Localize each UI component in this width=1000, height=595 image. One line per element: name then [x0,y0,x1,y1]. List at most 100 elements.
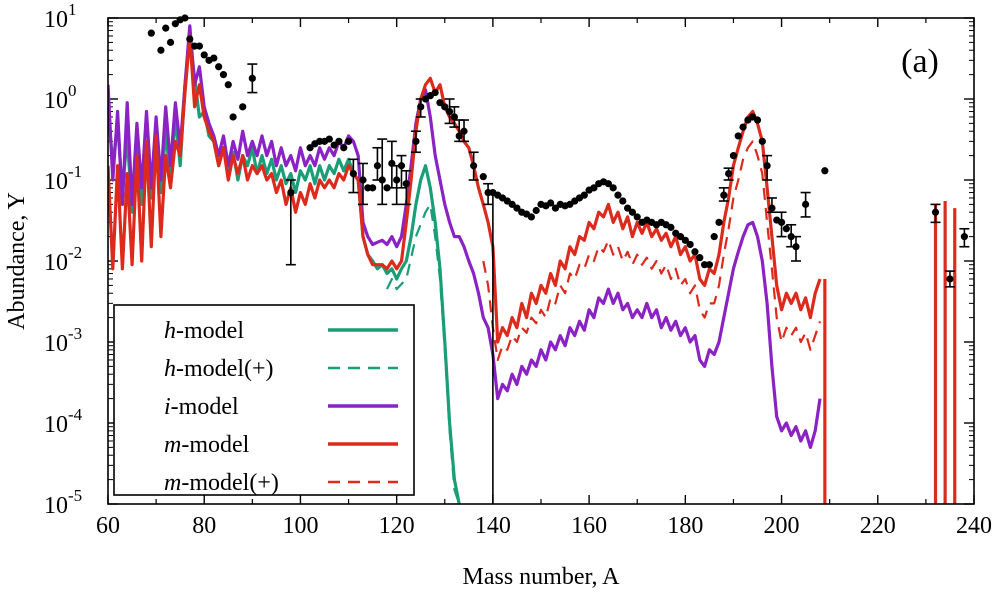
observed-point [758,137,766,145]
y-axis-title: Abundance, Y [4,192,30,330]
observed-point [372,146,383,181]
y-tick-base: 10 [44,88,68,114]
series-line-h-model [386,203,461,504]
observed-point [401,169,412,206]
observed-point [468,151,479,181]
observed-point [436,99,444,107]
observed-marker [450,113,458,121]
observed-point [766,197,777,214]
observed-marker [604,180,612,188]
observed-marker [667,223,675,231]
legend-label-prefix: m [164,470,181,496]
observed-marker [229,113,237,121]
legend-entry: h-model(+) [164,356,398,382]
observed-marker [470,162,478,170]
legend-entry: h-model [164,318,398,344]
observed-point [718,187,729,202]
observed-point [739,123,747,131]
x-axis-title: Mass number, A [462,564,620,590]
observed-marker [710,233,718,241]
observed-point [285,179,296,266]
observed-marker [431,88,439,97]
observed-point [210,54,218,62]
observed-marker [792,243,800,251]
legend-label-prefix: h [164,318,176,344]
y-tick-exponent: -1 [68,162,82,181]
observed-points [147,14,970,288]
observed-point [532,206,540,215]
observed-point [614,191,622,199]
observed-point [609,184,617,192]
observed-marker [931,208,940,216]
observed-point [624,204,632,212]
observed-point [479,173,487,181]
observed-point [821,167,829,175]
observed-marker [633,213,641,221]
series-line-i-model [108,24,822,449]
y-tick-label: 10 -1 [44,162,82,195]
observed-point [444,98,455,125]
y-tick-exponent: -2 [68,243,82,262]
observed-marker [686,240,694,249]
observed-point [667,223,675,231]
observed-marker [445,107,454,116]
observed-marker [479,173,487,181]
y-tick-label: 10 -2 [44,243,82,276]
legend-entry: m-model(+) [164,470,398,496]
observed-marker [210,54,218,62]
observed-marker [715,218,723,226]
observed-point [604,180,612,188]
observed-marker [393,176,401,184]
observed-marker [547,199,555,207]
observed-point [357,162,368,206]
x-tick-label: 120 [379,513,415,539]
y-tick-exponent: 1 [68,0,77,19]
legend-label: h-model [164,318,244,344]
observed-point [710,233,718,241]
observed-point [734,132,742,140]
legend-label-prefix: m [164,432,181,458]
observed-marker [763,162,771,170]
y-tick-base: 10 [44,169,68,195]
observed-marker [436,99,444,107]
observed-point [633,213,641,221]
plot-frame [107,17,975,505]
observed-marker [325,135,333,143]
observed-point [782,225,790,233]
legend-entries: h-model h-model(+) i-model m -model m-model(+… [164,318,398,496]
observed-marker [417,103,425,111]
observed-marker [946,275,954,283]
x-tick-label: 160 [571,513,607,539]
observed-point [776,211,787,238]
y-tick-label: 10 -4 [44,405,83,438]
y-tick-base: 10 [44,331,68,357]
x-tick-label: 180 [667,513,703,539]
observed-point [459,119,470,143]
observed-marker [248,74,256,82]
y-tick-base: 10 [44,250,68,276]
panel-label: (a) [901,43,939,80]
observed-point [186,35,194,43]
legend-label-suffix: -model [171,394,239,420]
observed-marker [344,137,353,145]
y-tick-label: 10 0 [44,81,77,114]
observed-point [369,184,377,192]
series-line-h-model [108,34,461,504]
observed-marker [802,200,810,208]
observed-marker [224,81,232,89]
observed-marker [441,103,449,111]
observed-marker [580,191,588,199]
observed-point [723,167,734,181]
legend-entry: i-model [164,394,398,420]
observed-point [705,261,713,269]
legend-label: h-model(+) [164,356,274,382]
observed-marker [513,204,521,212]
observed-marker [768,204,776,212]
observed-marker [157,46,165,54]
y-tick-label: 10 -5 [44,486,82,519]
observed-point [171,20,179,28]
observed-point [335,137,343,145]
observed-marker [349,169,357,178]
observed-marker [696,254,704,262]
